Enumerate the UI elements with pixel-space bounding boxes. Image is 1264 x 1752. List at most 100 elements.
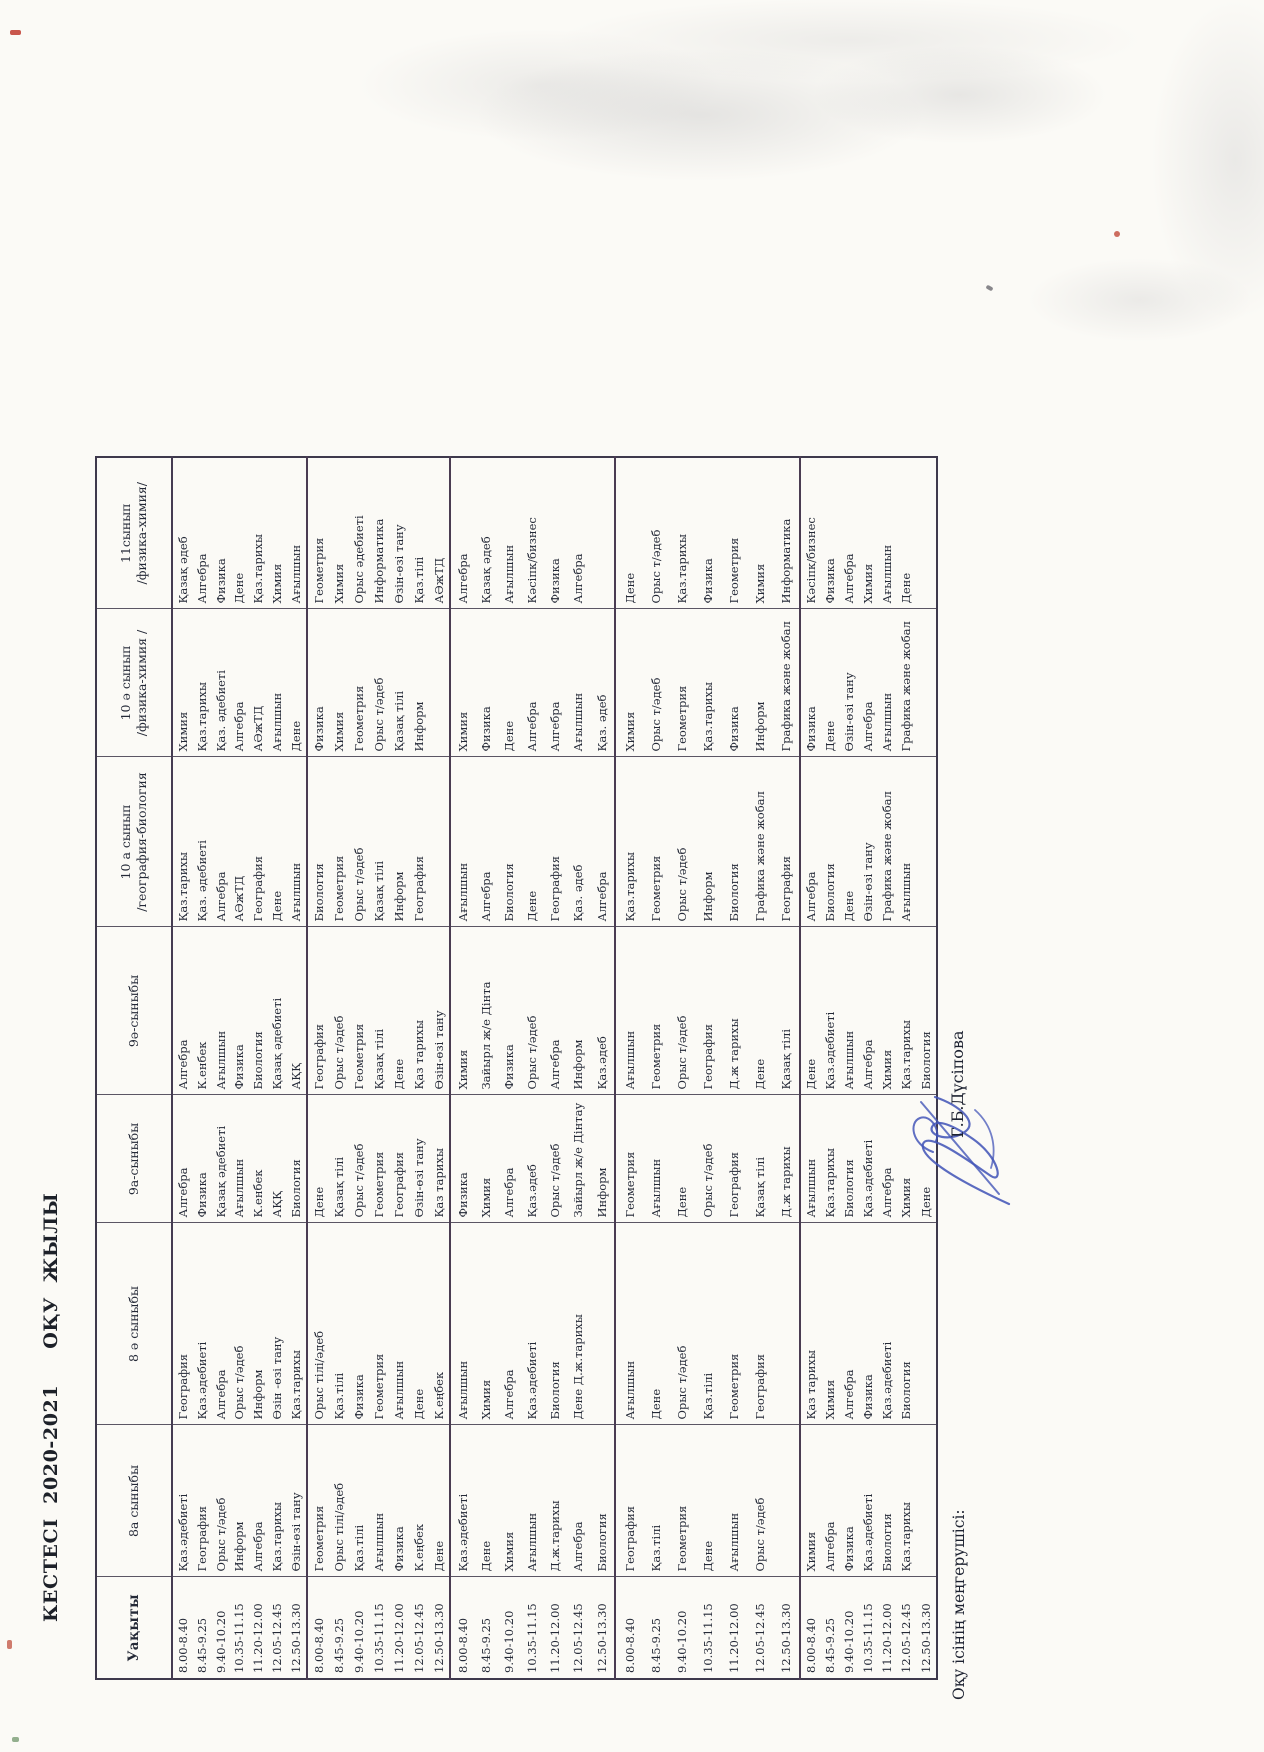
lesson-subject: Қаз.тарихы (288, 1349, 303, 1420)
lesson-subject: Ағылшын (571, 692, 586, 752)
lesson-subject: Ағылшын (456, 862, 470, 922)
lesson-subject: Қаз.тарихы (176, 851, 190, 922)
lesson-subject (917, 760, 936, 922)
lesson-time: 8.45-9.25 (332, 1617, 346, 1673)
lesson-time: 8.45-9.25 (649, 1617, 663, 1673)
lesson-subject: Ағылшын (649, 1158, 663, 1218)
subject-cell: Дене Қаз.әдебиеті Ағылшын Алгебра Химия Қаз.т… (800, 927, 937, 1095)
subject-cell: Қаз.әдебиеті География Орыс т/әдеб Информ Ал… (172, 1425, 307, 1577)
lesson-subject: Физика (312, 706, 326, 752)
lesson-subject: География (701, 1023, 715, 1090)
subject-cell: Физика Химия Алгебра Қаз.әдеб Орыс т/әдеб Зай… (450, 1095, 615, 1223)
subject-cell: Химия Орыс т/әдеб Геометрия Қаз.тарихы Физик… (615, 609, 800, 757)
lesson-subject: Кәсіпк/бизнес (525, 517, 540, 604)
lesson-subject: Қаз.әдебиеті (525, 1341, 540, 1420)
lesson-subject: Қаз.тарихы (701, 681, 715, 752)
scan-speck (12, 1737, 19, 1742)
lesson-time: 8.45-9.25 (479, 1617, 494, 1673)
lesson-subject: География (392, 1151, 406, 1218)
lesson-time: 9.40-10.20 (352, 1610, 366, 1673)
lesson-subject: Химия (861, 563, 876, 604)
lesson-subject: Химия (880, 1049, 895, 1090)
lesson-subject: Орыс т/әдеб (332, 1015, 346, 1090)
lesson-time: 8.00-8.40 (804, 1617, 818, 1673)
lesson-subject: Физика (232, 1044, 247, 1090)
lesson-subject: Қаз.тарихы (675, 533, 689, 604)
lesson-subject: Физика (823, 558, 838, 604)
subject-cell: Химия Физика Дене Алгебра Алгебра Ағылшын Қаз.… (450, 609, 615, 757)
lesson-subject: Өзін-өзі тану (392, 524, 406, 604)
lesson-time: 12.50-13.30 (779, 1603, 793, 1673)
lesson-subject: АҚҚ (269, 1190, 284, 1218)
subject-cell: Биология Геометрия Орыс т/әдеб Қазақ тілі Ин… (307, 757, 450, 927)
lesson-subject: География (779, 855, 793, 922)
lesson-subject: Геометрия (675, 1505, 689, 1572)
lesson-subject: Қаз. әдебиеті (213, 670, 228, 752)
subject-cell: Химия Қаз.тарихы Қаз. әдебиеті Алгебра АӘжТД… (172, 609, 307, 757)
lesson-subject: Геометрия (332, 855, 346, 922)
lesson-subject: Қаз тарихы (804, 1349, 818, 1420)
subject-cell: Алгебра К.енбек Ағылшын Физика Биология Қазақ… (172, 927, 307, 1095)
lesson-subject: Дене (525, 890, 540, 922)
lesson-subject: Д.ж тарихы (779, 1146, 793, 1218)
lesson-subject: Дене (623, 572, 637, 604)
lesson-time: 8.45-9.25 (823, 1617, 838, 1673)
subject-cell: Қаз.тарихы Қаз. әдебиеті Алгебра АӘжТД Геогр… (172, 757, 307, 927)
subject-cell: География Қаз.әдебиеті Алгебра Орыс т/әдеб И… (172, 1223, 307, 1425)
lesson-subject: Өзін-өзі тану (412, 1138, 426, 1218)
lesson-subject: Алгебра (176, 1039, 190, 1090)
lesson-subject: Орыс т/әдеб (548, 1143, 563, 1218)
lesson-subject: Ағылшын (288, 544, 303, 604)
lesson-subject: Биология (842, 1159, 857, 1218)
lesson-subject: Биология (594, 1513, 609, 1572)
subject-cell: Химия Алгебра Физика Қаз.әдебиеті Биология Қа… (800, 1425, 937, 1577)
lesson-subject: Физика (456, 1172, 470, 1218)
lesson-subject: Алгебра (548, 701, 563, 752)
lesson-subject: География (753, 1353, 767, 1420)
lesson-subject: Дене Д.ж.тарихы (571, 1314, 586, 1420)
lesson-subject: Зайырл ж/е Дінта (479, 981, 494, 1090)
lesson-subject: Қаз.әдебиеті (456, 1493, 470, 1572)
lesson-subject: Алгебра (456, 553, 470, 604)
lesson-subject: Алгебра (804, 871, 818, 922)
time-cell: 8.00-8.40 8.45-9.25 9.40-10.20 10.35-11.15 1… (307, 1577, 450, 1679)
lesson-subject: Графика және жобал (899, 621, 914, 752)
lesson-subject: Химия (176, 711, 190, 752)
lesson-subject: Ағылшын (727, 1512, 741, 1572)
lesson-subject: Орыс т/әдеб (675, 847, 689, 922)
lesson-subject: Қаз.әдебиеті (861, 1493, 876, 1572)
timetable: Уақыты 8а сыныбы 8 ә сыныбы 9а-сыныбы 9ә-сын… (95, 456, 938, 1680)
lesson-subject: Химия (456, 1049, 470, 1090)
subject-cell: Кәсіпк/бизнес Физика Алгебра Химия Ағылшын Де… (800, 457, 937, 609)
lesson-subject: Химия (804, 1531, 818, 1572)
lesson-subject: География (251, 855, 266, 922)
lesson-subject: Информ (701, 871, 715, 922)
lesson-time: 10.35-11.15 (701, 1603, 715, 1673)
lesson-subject: Дене (432, 1540, 446, 1572)
lesson-subject: Геометрия (372, 1151, 386, 1218)
lesson-subject: Геометрия (312, 537, 326, 604)
lesson-subject: Орыс т/әдеб (649, 677, 663, 752)
lesson-subject: Биология (548, 1361, 563, 1420)
lesson-subject: Қаз.тілі (701, 1372, 715, 1420)
lesson-subject: Орыс тілі/әдеб (312, 1330, 326, 1420)
lesson-subject: Физика (479, 706, 494, 752)
lesson-subject: Орыс т/әдеб (701, 1143, 715, 1218)
lesson-subject: Физика (352, 1374, 366, 1420)
subject-cell: Ағылшын Дене Орыс т/әдеб Қаз.тілі Геометрия Г… (615, 1223, 800, 1425)
lesson-subject (917, 460, 936, 604)
lesson-subject: Информ (251, 1369, 266, 1420)
lesson-subject: Қаз.әдебиеті (194, 1341, 209, 1420)
lesson-subject: География (548, 855, 563, 922)
time-cell: 8.00-8.40 8.45-9.25 9.40-10.20 10.35-11.15 1… (450, 1577, 615, 1679)
subject-cell: Алгебра Физика Қазақ әдебиеті Ағылшын К.енбе… (172, 1095, 307, 1223)
lesson-subject: Химия (502, 1531, 517, 1572)
lesson-subject: АӘжТД (232, 875, 247, 922)
lesson-subject: АҚҚ (288, 1062, 303, 1090)
class-header-cell: 8 ә сыныбы (96, 1223, 172, 1425)
lesson-time: 12.05-12.45 (269, 1603, 284, 1673)
lesson-subject: Орыс т/әдеб (352, 847, 366, 922)
lesson-subject: Қаз.тілі (649, 1524, 663, 1572)
lesson-subject: Қаз.әдебиеті (861, 1139, 876, 1218)
lesson-subject: Физика (548, 558, 563, 604)
